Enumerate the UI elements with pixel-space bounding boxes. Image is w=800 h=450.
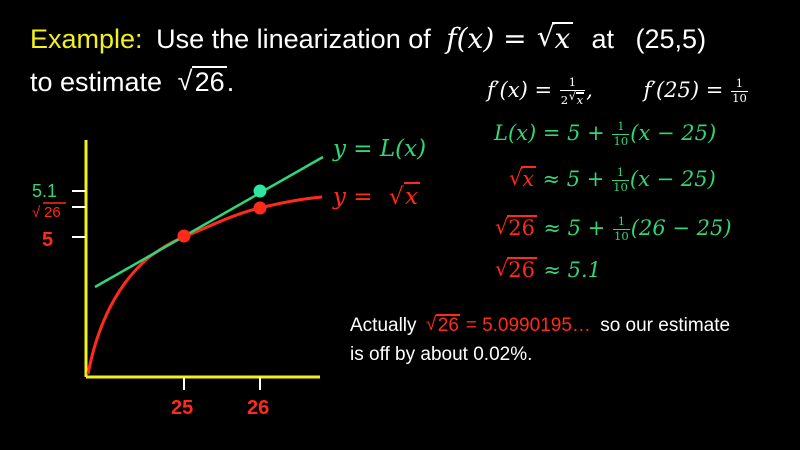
tangent-label: y = L(x): [332, 136, 426, 162]
sqrt-26: 26: [178, 65, 227, 98]
point-sqrt26: [253, 201, 267, 215]
xtick-26-label: 26: [247, 397, 269, 419]
title-line-2: to estimate 26.: [30, 65, 235, 98]
title-estimate-text: to estimate: [30, 67, 163, 97]
step-sqrt-x-approx: x ≈ 5 + 110(x − 25): [508, 164, 716, 194]
title-line-1: Example: Use the linearization of f(x) =…: [30, 21, 707, 55]
ytick-sqrt26-label: √ 26: [32, 202, 66, 221]
xtick-25-label: 25: [171, 397, 193, 419]
step-linearization: L(x) = 5 + 1 10 (x − 25): [494, 119, 717, 148]
ytick-51-label: 5.1: [32, 181, 57, 201]
title-function: f(x) = x: [446, 21, 581, 55]
title-at: at: [591, 24, 615, 54]
svg-text:y =: y =: [332, 184, 373, 210]
curve-label: y = √ x: [332, 182, 420, 210]
svg-text:26: 26: [44, 204, 61, 221]
title-point: (25,5): [635, 24, 707, 54]
step-sqrt-26-approx: 26 ≈ 5 + 110(26 − 25): [494, 213, 732, 243]
note-line-2: is off by about 0.02%.: [350, 344, 533, 365]
derivative-at-25: f′(25) = 1 10: [643, 76, 748, 105]
derivative-fraction: 1 2x: [559, 76, 586, 106]
example-label: Example:: [30, 24, 143, 54]
svg-text:√: √: [389, 184, 404, 210]
svg-text:x: x: [405, 184, 418, 210]
title-period: .: [226, 67, 235, 97]
step-result: 26 ≈ 5.1: [494, 255, 601, 284]
sqrt-x: x: [537, 21, 573, 55]
note-line-1: Actually 26 = 5.0990195… so our estimate: [350, 313, 730, 338]
ytick-5-label: 5: [42, 229, 53, 251]
actual-value: = 5.0990195…: [465, 315, 591, 336]
tangent-line: [94, 155, 324, 289]
point-25-5: [177, 229, 191, 243]
point-estimate-51: [253, 184, 267, 198]
derivative-equation: f′(x) = 1 2x , f′(25) = 1 10: [487, 76, 749, 106]
svg-text:√: √: [32, 204, 41, 221]
title-text: Use the linearization of: [156, 24, 431, 54]
